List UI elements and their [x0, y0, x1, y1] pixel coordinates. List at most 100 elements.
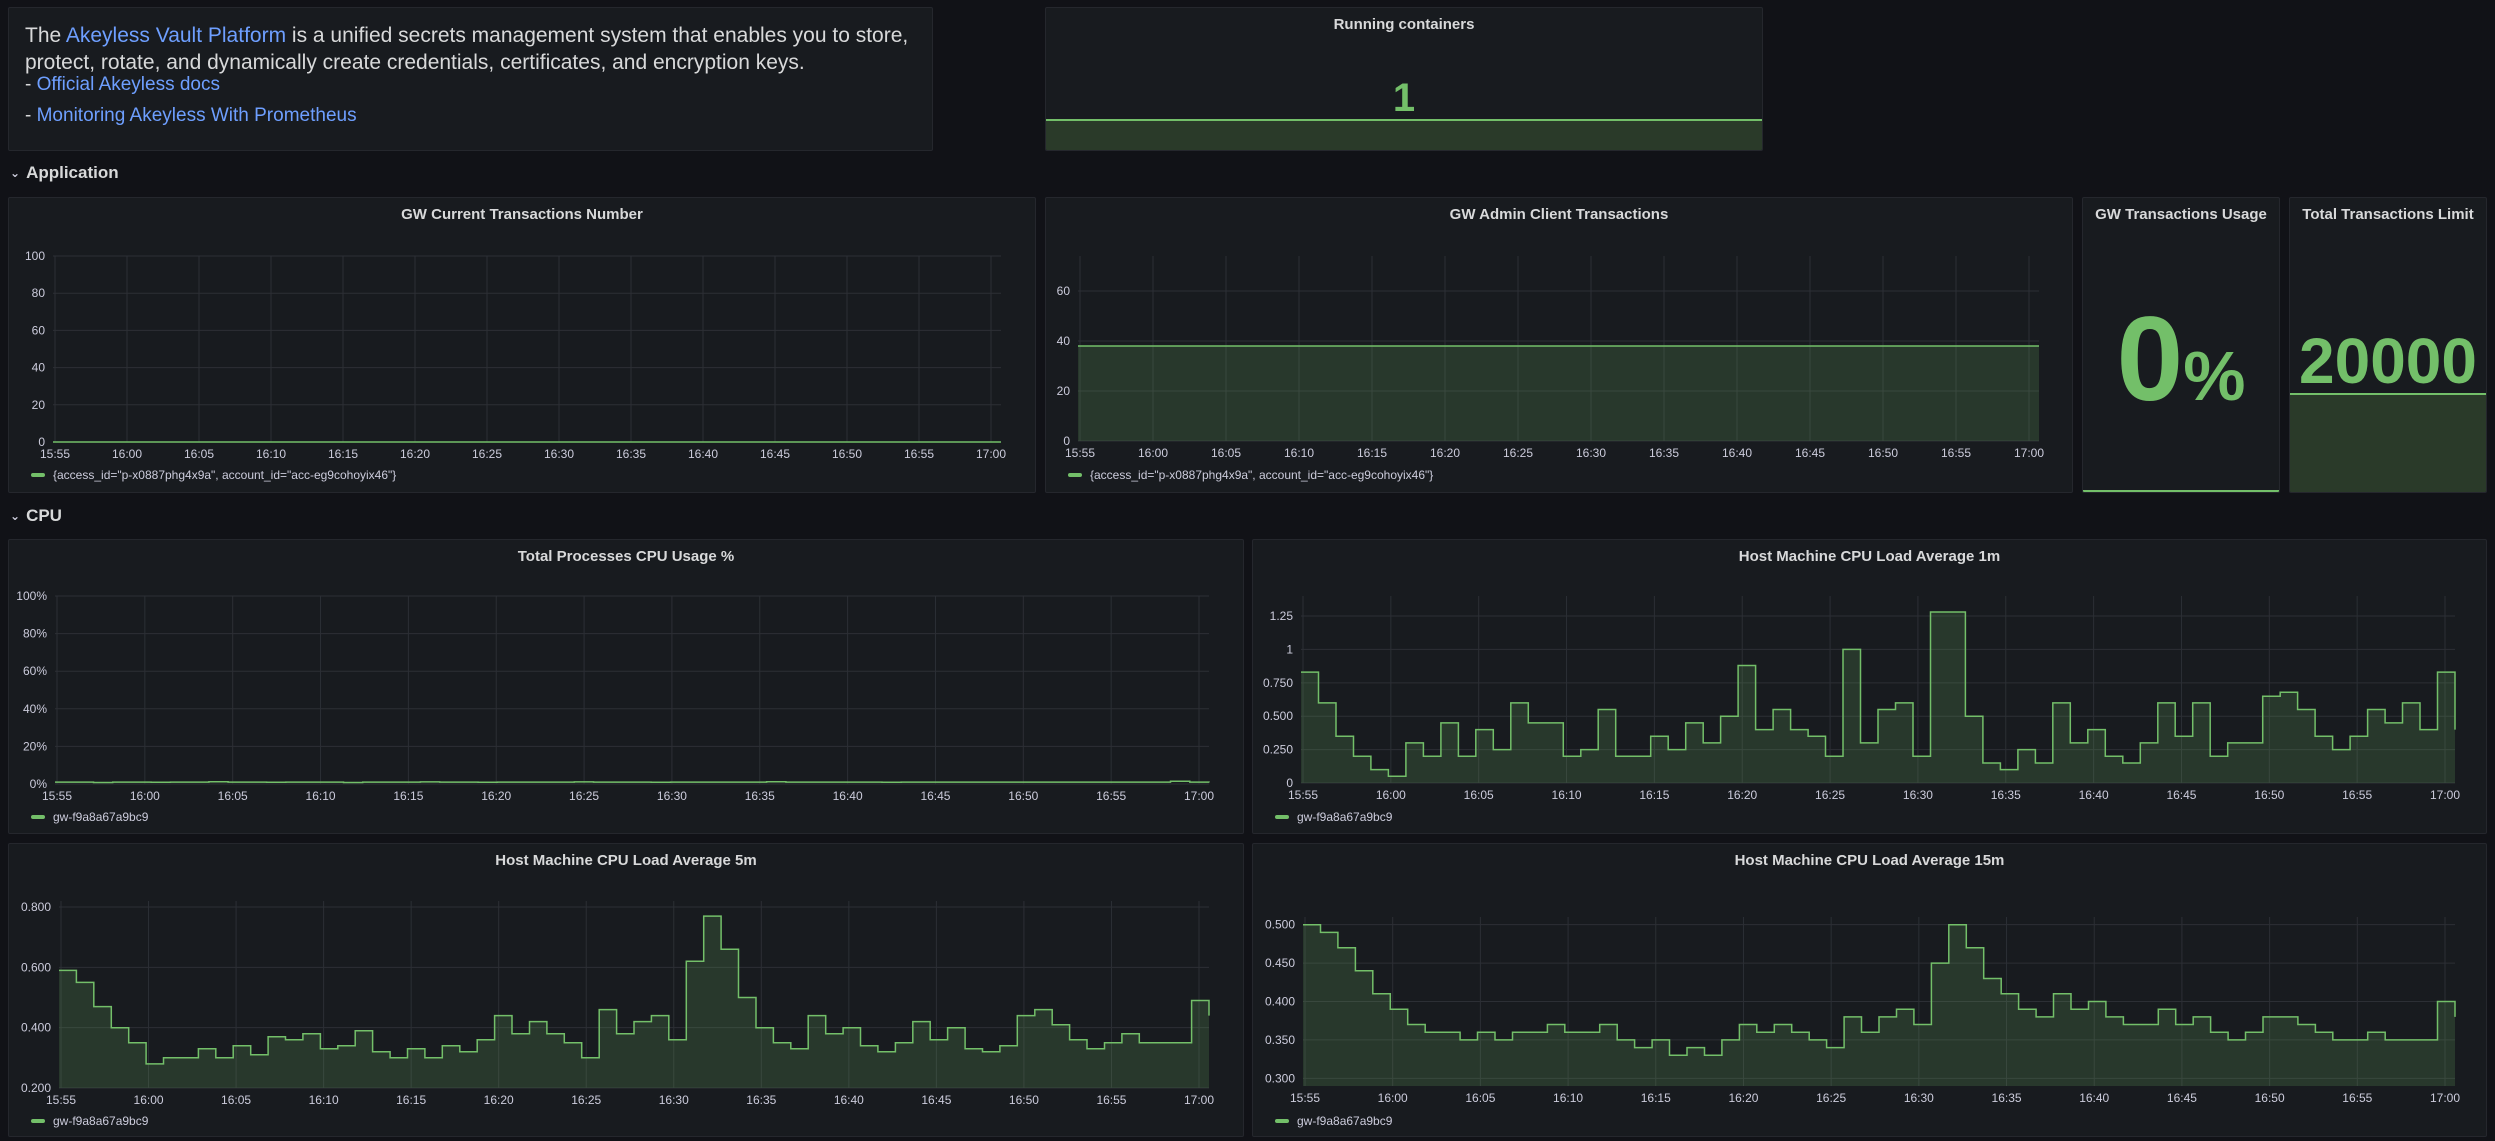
running-containers-title: Running containers [1333, 16, 1475, 33]
prometheus-dash: - [25, 105, 37, 126]
y-tick-label: 0.350 [1265, 1033, 1295, 1047]
row-application-label: Application [26, 163, 119, 182]
chart-legend[interactable]: gw-f9a8a67a9bc9 [1275, 810, 1392, 824]
x-tick-label: 16:10 [256, 447, 286, 461]
cpu-usage-panel[interactable]: Total Processes CPU Usage % 0% 20% 40% 60% 8… [8, 539, 1244, 834]
series-line [1303, 923, 2456, 1057]
panel-title: Host Machine CPU Load Average 15m [1734, 852, 2005, 869]
x-tick-label: 16:45 [921, 1093, 951, 1107]
x-tick-label: 16:55 [1096, 789, 1126, 803]
panel-title: Host Machine CPU Load Average 5m [495, 852, 757, 869]
x-tick-label: 16:55 [2342, 1091, 2372, 1105]
x-tick-label: 16:30 [544, 447, 574, 461]
x-tick-label: 16:40 [688, 447, 718, 461]
x-tick-label: 16:30 [659, 1093, 689, 1107]
y-tick-label: 0 [1063, 434, 1070, 448]
gw-transactions-usage-panel[interactable]: GW Transactions Usage 0% [2082, 197, 2280, 493]
cpu-usage-chart: 0% 20% 40% 60% 80% 100% 15:55 16:00 16:05 16:10 16… [16, 589, 1214, 803]
docs-dash: - [25, 74, 37, 95]
series-area [1078, 346, 2039, 441]
x-tick-label: 16:10 [309, 1093, 339, 1107]
legend-label: gw-f9a8a67a9bc9 [1297, 810, 1393, 824]
x-tick-label: 16:00 [1378, 1091, 1408, 1105]
x-tick-label: 16:25 [472, 447, 502, 461]
legend-swatch [1275, 815, 1289, 819]
x-tick-label: 16:25 [571, 1093, 601, 1107]
y-tick-label: 60 [1057, 284, 1071, 298]
gw-current-transactions-panel[interactable]: GW Current Transactions Number 0 20 40 60 80… [8, 197, 1036, 493]
x-tick-label: 17:00 [2430, 1091, 2460, 1105]
x-tick-label: 16:50 [1008, 789, 1038, 803]
y-tick-label: 0.400 [21, 1021, 51, 1035]
official-docs-link[interactable]: Official Akeyless docs [36, 74, 221, 95]
series-area [1303, 924, 2455, 1086]
intro-text-start: The [25, 24, 66, 47]
series-line [55, 780, 1210, 784]
y-tick-label: 1 [1286, 642, 1293, 656]
total-transactions-limit-panel[interactable]: Total Transactions Limit 20000 [2289, 197, 2487, 493]
y-tick-label: 0.600 [21, 960, 51, 974]
monitoring-prometheus-link[interactable]: Monitoring Akeyless With Prometheus [36, 105, 357, 126]
chart-legend[interactable]: {access_id="p-x0887phg4x9a", account_id=… [31, 468, 396, 482]
x-tick-label: 16:50 [832, 447, 862, 461]
transactions-usage-value: 0% [2083, 290, 2279, 428]
x-tick-label: 16:40 [2079, 788, 2109, 802]
x-tick-label: 16:45 [1795, 446, 1825, 460]
y-tick-label: 0.750 [1263, 676, 1293, 690]
x-tick-label: 17:00 [976, 447, 1006, 461]
x-tick-label: 16:45 [2167, 1091, 2197, 1105]
usage-unit: % [2183, 337, 2246, 415]
x-tick-label: 16:25 [569, 789, 599, 803]
y-tick-label: 20 [1057, 384, 1071, 398]
panel-title: GW Admin Client Transactions [1449, 206, 1669, 223]
x-tick-label: 15:55 [40, 447, 70, 461]
chart-legend[interactable]: gw-f9a8a67a9bc9 [1275, 1114, 1392, 1128]
x-tick-label: 16:00 [1376, 788, 1406, 802]
load-1m-panel[interactable]: Host Machine CPU Load Average 1m 0 0.250 0… [1252, 539, 2487, 834]
chart-legend[interactable]: {access_id="p-x0887phg4x9a", account_id=… [1068, 468, 1433, 482]
x-tick-label: 15:55 [1065, 446, 1095, 460]
x-tick-label: 16:05 [221, 1093, 251, 1107]
y-tick-label: 40 [32, 361, 46, 375]
x-tick-label: 16:30 [1904, 1091, 1934, 1105]
load-15m-panel[interactable]: Host Machine CPU Load Average 15m 0.300 0… [1252, 843, 2487, 1137]
x-tick-label: 16:15 [1639, 788, 1669, 802]
panel-title: GW Current Transactions Number [401, 206, 643, 223]
y-tick-label: 0.500 [1265, 918, 1295, 932]
prometheus-link-row: - Monitoring Akeyless With Prometheus [25, 105, 357, 127]
row-application[interactable]: ⌄ Application [10, 163, 119, 183]
x-tick-label: 16:35 [616, 447, 646, 461]
y-tick-label: 20 [32, 398, 46, 412]
x-tick-label: 16:15 [1357, 446, 1387, 460]
panel-title: Total Transactions Limit [2302, 206, 2474, 223]
intro-panel: The Akeyless Vault Platform is a unified… [8, 7, 933, 151]
y-tick-label: 0% [30, 777, 48, 791]
akeyless-vault-platform-link[interactable]: Akeyless Vault Platform [65, 24, 287, 47]
x-tick-label: 16:00 [134, 1093, 164, 1107]
chart-legend[interactable]: gw-f9a8a67a9bc9 [31, 1114, 148, 1128]
running-containers-panel[interactable]: Running containers 1 [1045, 7, 1763, 151]
y-tick-label: 40% [23, 702, 47, 716]
x-tick-label: 16:30 [1903, 788, 1933, 802]
x-tick-label: 16:40 [834, 1093, 864, 1107]
x-tick-label: 16:10 [306, 789, 336, 803]
series-line [59, 915, 1210, 1065]
gw-admin-client-transactions-panel[interactable]: GW Admin Client Transactions 0 20 40 60 15:5… [1045, 197, 2073, 493]
load-5m-panel[interactable]: Host Machine CPU Load Average 5m 0.200 0.… [8, 843, 1244, 1137]
x-tick-label: 16:00 [130, 789, 160, 803]
chart-legend[interactable]: gw-f9a8a67a9bc9 [31, 810, 148, 824]
y-tick-label: 0.500 [1263, 709, 1293, 723]
x-tick-label: 16:40 [2079, 1091, 2109, 1105]
legend-swatch [31, 815, 45, 819]
x-tick-label: 16:10 [1284, 446, 1314, 460]
x-tick-label: 15:55 [42, 789, 72, 803]
y-tick-label: 0.800 [21, 900, 51, 914]
chevron-down-icon: ⌄ [10, 166, 21, 180]
x-tick-label: 16:15 [393, 789, 423, 803]
y-tick-label: 100 [25, 249, 45, 263]
series-area [59, 916, 1209, 1088]
x-tick-label: 16:30 [1576, 446, 1606, 460]
row-cpu[interactable]: ⌄ CPU [10, 506, 62, 526]
legend-label: gw-f9a8a67a9bc9 [53, 1114, 149, 1128]
gw-current-transactions-chart: 0 20 40 60 80 100 15:55 16:00 16:05 16:10 16:15 16:… [25, 249, 1006, 461]
